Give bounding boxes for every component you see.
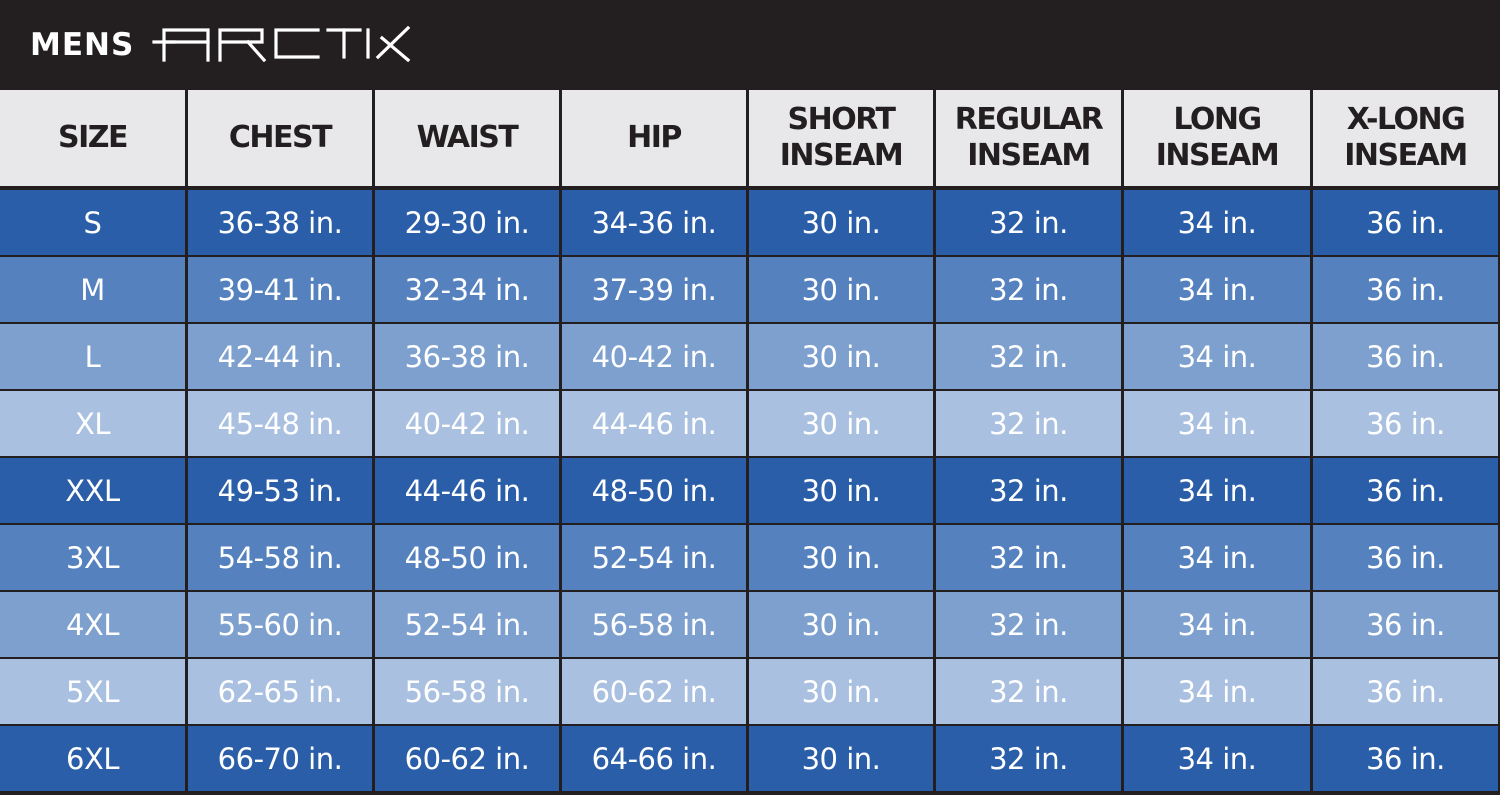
size-cell: XXL: [0, 458, 188, 525]
short-inseam-cell: 30 in.: [749, 592, 936, 659]
hip-cell: 56-58 in.: [562, 592, 749, 659]
column-header-row: SIZE CHEST WAIST HIP SHORT INSEAM REGULAR…: [0, 88, 1500, 190]
size-cell: L: [0, 324, 188, 391]
x-long-inseam-cell: 36 in.: [1313, 391, 1500, 458]
chart-header: MENS: [0, 0, 1500, 88]
x-long-inseam-cell: 36 in.: [1313, 659, 1500, 726]
waist-cell: 48-50 in.: [375, 525, 562, 592]
x-long-inseam-cell: 36 in.: [1313, 458, 1500, 525]
regular-inseam-cell: 32 in.: [936, 190, 1124, 257]
hip-cell: 40-42 in.: [562, 324, 749, 391]
long-inseam-cell: 34 in.: [1124, 726, 1313, 793]
long-inseam-cell: 34 in.: [1124, 257, 1313, 324]
column-header-waist: WAIST: [375, 88, 562, 190]
chest-cell: 45-48 in.: [188, 391, 375, 458]
table-row-l: L 42-44 in. 36-38 in. 40-42 in. 30 in. 3…: [0, 324, 1500, 391]
column-header-size: SIZE: [0, 88, 188, 190]
table-row-xl: XL 45-48 in. 40-42 in. 44-46 in. 30 in. …: [0, 391, 1500, 458]
long-inseam-cell: 34 in.: [1124, 458, 1313, 525]
regular-inseam-cell: 32 in.: [936, 592, 1124, 659]
chest-cell: 39-41 in.: [188, 257, 375, 324]
waist-cell: 36-38 in.: [375, 324, 562, 391]
waist-cell: 60-62 in.: [375, 726, 562, 793]
regular-inseam-cell: 32 in.: [936, 726, 1124, 793]
size-cell: 3XL: [0, 525, 188, 592]
table-row-6xl: 6XL 66-70 in. 60-62 in. 64-66 in. 30 in.…: [0, 726, 1500, 793]
chest-cell: 62-65 in.: [188, 659, 375, 726]
short-inseam-cell: 30 in.: [749, 525, 936, 592]
regular-inseam-cell: 32 in.: [936, 257, 1124, 324]
short-inseam-cell: 30 in.: [749, 659, 936, 726]
table-row-xxl: XXL 49-53 in. 44-46 in. 48-50 in. 30 in.…: [0, 458, 1500, 525]
x-long-inseam-cell: 36 in.: [1313, 592, 1500, 659]
hip-cell: 44-46 in.: [562, 391, 749, 458]
long-inseam-cell: 34 in.: [1124, 592, 1313, 659]
chest-cell: 49-53 in.: [188, 458, 375, 525]
long-inseam-cell: 34 in.: [1124, 525, 1313, 592]
x-long-inseam-cell: 36 in.: [1313, 257, 1500, 324]
chest-cell: 66-70 in.: [188, 726, 375, 793]
x-long-inseam-cell: 36 in.: [1313, 190, 1500, 257]
chest-cell: 42-44 in.: [188, 324, 375, 391]
column-header-hip: HIP: [562, 88, 749, 190]
short-inseam-cell: 30 in.: [749, 324, 936, 391]
regular-inseam-cell: 32 in.: [936, 458, 1124, 525]
x-long-inseam-cell: 36 in.: [1313, 525, 1500, 592]
waist-cell: 56-58 in.: [375, 659, 562, 726]
column-header-long-inseam: LONG INSEAM: [1124, 88, 1313, 190]
column-header-chest: CHEST: [188, 88, 375, 190]
size-cell: XL: [0, 391, 188, 458]
waist-cell: 52-54 in.: [375, 592, 562, 659]
waist-cell: 29-30 in.: [375, 190, 562, 257]
long-inseam-cell: 34 in.: [1124, 324, 1313, 391]
size-cell: 6XL: [0, 726, 188, 793]
hip-cell: 48-50 in.: [562, 458, 749, 525]
chest-cell: 54-58 in.: [188, 525, 375, 592]
short-inseam-cell: 30 in.: [749, 257, 936, 324]
size-chart-table: SIZE CHEST WAIST HIP SHORT INSEAM REGULAR…: [0, 88, 1500, 795]
table-row-m: M 39-41 in. 32-34 in. 37-39 in. 30 in. 3…: [0, 257, 1500, 324]
long-inseam-cell: 34 in.: [1124, 190, 1313, 257]
short-inseam-cell: 30 in.: [749, 190, 936, 257]
hip-cell: 34-36 in.: [562, 190, 749, 257]
table-row-4xl: 4XL 55-60 in. 52-54 in. 56-58 in. 30 in.…: [0, 592, 1500, 659]
table-row-3xl: 3XL 54-58 in. 48-50 in. 52-54 in. 30 in.…: [0, 525, 1500, 592]
regular-inseam-cell: 32 in.: [936, 391, 1124, 458]
size-cell: 4XL: [0, 592, 188, 659]
regular-inseam-cell: 32 in.: [936, 324, 1124, 391]
x-long-inseam-cell: 36 in.: [1313, 726, 1500, 793]
column-header-short-inseam: SHORT INSEAM: [749, 88, 936, 190]
waist-cell: 44-46 in.: [375, 458, 562, 525]
short-inseam-cell: 30 in.: [749, 458, 936, 525]
regular-inseam-cell: 32 in.: [936, 659, 1124, 726]
gender-label: MENS: [30, 27, 135, 63]
table-row-s: S 36-38 in. 29-30 in. 34-36 in. 30 in. 3…: [0, 190, 1500, 257]
chest-cell: 55-60 in.: [188, 592, 375, 659]
chest-cell: 36-38 in.: [188, 190, 375, 257]
short-inseam-cell: 30 in.: [749, 726, 936, 793]
long-inseam-cell: 34 in.: [1124, 659, 1313, 726]
waist-cell: 40-42 in.: [375, 391, 562, 458]
column-header-x-long-inseam: X-LONG INSEAM: [1313, 88, 1500, 190]
short-inseam-cell: 30 in.: [749, 391, 936, 458]
arctix-logo-icon: [152, 26, 411, 62]
size-cell: S: [0, 190, 188, 257]
hip-cell: 64-66 in.: [562, 726, 749, 793]
column-header-regular-inseam: REGULAR INSEAM: [936, 88, 1124, 190]
long-inseam-cell: 34 in.: [1124, 391, 1313, 458]
hip-cell: 37-39 in.: [562, 257, 749, 324]
table-row-5xl: 5XL 62-65 in. 56-58 in. 60-62 in. 30 in.…: [0, 659, 1500, 726]
hip-cell: 52-54 in.: [562, 525, 749, 592]
size-cell: 5XL: [0, 659, 188, 726]
x-long-inseam-cell: 36 in.: [1313, 324, 1500, 391]
size-cell: M: [0, 257, 188, 324]
waist-cell: 32-34 in.: [375, 257, 562, 324]
regular-inseam-cell: 32 in.: [936, 525, 1124, 592]
hip-cell: 60-62 in.: [562, 659, 749, 726]
